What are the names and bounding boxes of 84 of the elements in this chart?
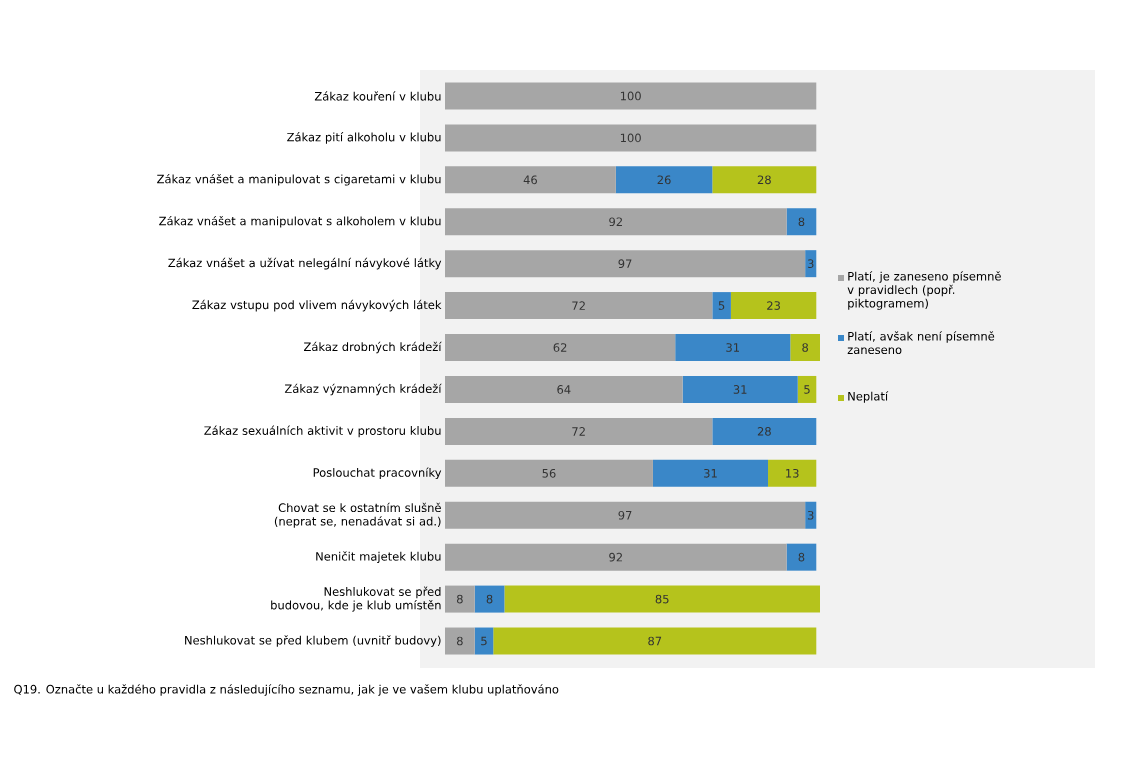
bar (504, 585, 821, 613)
bar (786, 208, 817, 236)
data-label: 56 (542, 468, 556, 478)
data-label: 46 (523, 175, 537, 185)
bar (445, 292, 713, 320)
data-label: 85 (655, 594, 669, 604)
data-label: 31 (704, 468, 717, 478)
data-label: 8 (802, 343, 809, 352)
bar (445, 82, 817, 110)
data-label: 8 (798, 217, 805, 227)
bar (474, 627, 494, 655)
y-tick-label: Zákaz vnášet a manipulovat s alkoholem v klubu (159, 215, 441, 228)
bar (712, 292, 731, 320)
data-label: 5 (718, 301, 725, 310)
y-tick-label: Neničit majetek klubu (316, 551, 441, 563)
y-tick-label: Zákaz vstupu pod vlivem návykových látek (192, 299, 442, 312)
data-label: 31 (726, 343, 739, 352)
y-tick-label: Chovat se k ostatním slušně (neprat se, nenadávat si ad.) (274, 502, 441, 528)
y-tick-label: Zákaz sexuálních aktivit v prostoru klubu (204, 425, 441, 438)
data-label: 100 (620, 133, 641, 143)
bar (615, 166, 713, 194)
data-label: 100 (620, 91, 641, 101)
y-tick-label: Poslouchat pracovníky (313, 467, 442, 480)
y-tick-label: Zákaz drobných krádeží (304, 341, 442, 354)
bar (445, 459, 653, 487)
legend-label: Platí, avšak není písemně zaneseno (847, 331, 995, 355)
data-label: 72 (572, 301, 585, 310)
data-label: 13 (786, 468, 799, 478)
data-label: 72 (572, 427, 585, 436)
bar (652, 459, 769, 487)
y-tick-label: Zákaz vnášet a manipulovat s cigaretami v klubu (157, 174, 441, 186)
bar (445, 250, 806, 278)
data-label: 31 (733, 385, 747, 394)
bar (730, 292, 817, 320)
y-tick-label: Neshlukovat se před budovou, kde je klub umístěn (271, 586, 441, 612)
data-label: 92 (609, 217, 622, 227)
data-label: 87 (648, 636, 662, 646)
bar (445, 208, 787, 236)
legend-label: Platí, je zaneseno písemně v pravidlech (popř. piktogramem) (847, 271, 1001, 310)
bar (445, 543, 787, 571)
bar (474, 585, 505, 613)
data-label: 92 (609, 552, 622, 562)
bar (445, 166, 616, 194)
data-label: 62 (553, 343, 567, 352)
bar (675, 334, 791, 362)
bar (682, 375, 798, 403)
bar (445, 417, 713, 445)
bar (445, 627, 475, 655)
bar (493, 627, 817, 655)
data-label: 64 (557, 385, 571, 394)
data-label: 8 (486, 594, 493, 604)
data-label: 8 (456, 636, 463, 646)
bar (790, 334, 821, 362)
bar (445, 501, 806, 529)
data-label: 97 (618, 510, 632, 520)
data-label: 26 (657, 175, 671, 185)
data-label: 97 (618, 259, 632, 269)
bar (805, 501, 817, 529)
bar (786, 543, 817, 571)
data-label: 23 (767, 301, 780, 310)
bar (768, 459, 817, 487)
bar (445, 124, 817, 152)
bar (445, 375, 683, 403)
data-label: 5 (804, 385, 810, 394)
data-label: 3 (807, 259, 814, 269)
legend-label: Neplatí (848, 391, 889, 403)
data-label: 8 (798, 552, 805, 562)
y-tick-label: Neshlukovat se před klubem (uvnitř budovy) (185, 635, 441, 647)
bar (712, 166, 817, 194)
bar (805, 250, 817, 278)
data-label: 28 (757, 175, 771, 185)
y-tick-label: Zákaz kouření v klubu (314, 91, 441, 101)
y-tick-label: Zákaz významných krádeží (284, 383, 442, 396)
data-label: 3 (807, 510, 814, 520)
y-tick-label: Zákaz vnášet a užívat nelegální návykové látky (168, 257, 442, 270)
data-label: 28 (757, 427, 771, 436)
bar (712, 417, 817, 445)
data-label: 8 (456, 594, 463, 604)
bar (445, 585, 475, 613)
y-tick-label: Zákaz pití alkoholu v klubu (287, 132, 441, 144)
text: Q19. Označte u každého pravidla z následujícího seznamu, jak je ve vašem klubu uplatňováno (14, 684, 559, 696)
data-label: 5 (481, 636, 487, 646)
bar (445, 334, 676, 362)
bar (797, 375, 817, 403)
